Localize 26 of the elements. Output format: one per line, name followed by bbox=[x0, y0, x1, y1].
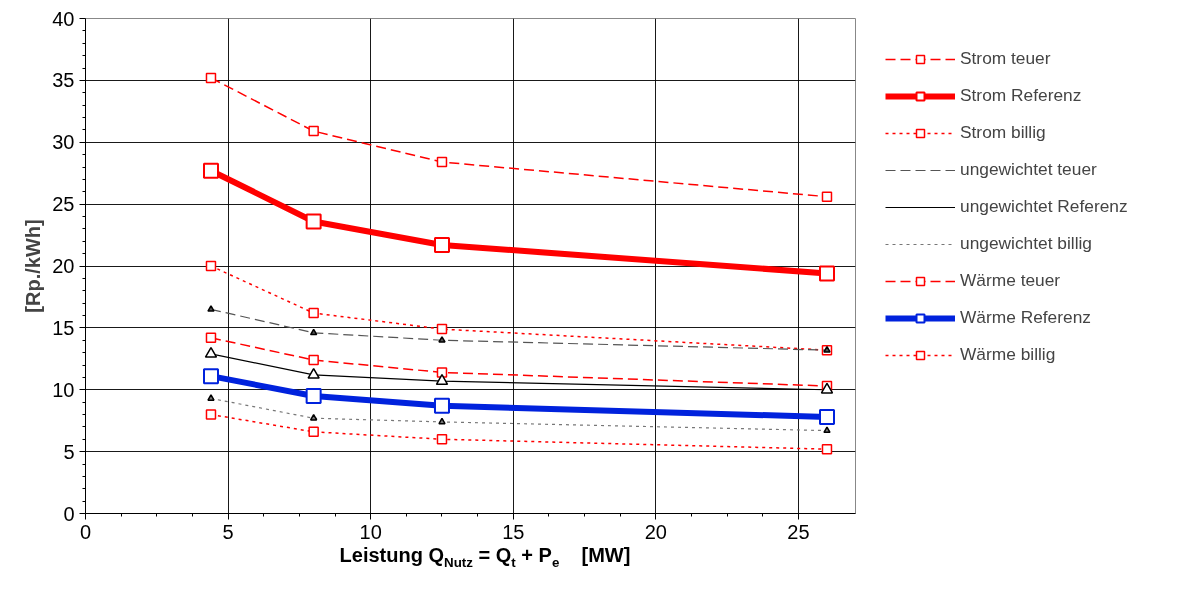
legend-label: Strom billig bbox=[960, 122, 1046, 143]
legend-label: Strom Referenz bbox=[960, 85, 1082, 106]
x-tick-label: 25 bbox=[787, 520, 810, 543]
x-tick-label: 10 bbox=[359, 520, 382, 543]
text: Leistung Q$_{Nutz}$ = Q$_{t}$ + P$_{e}$ [MW] bbox=[339, 544, 631, 570]
y-tick-label: 15 bbox=[52, 316, 75, 339]
x-tick-label: 15 bbox=[502, 520, 525, 543]
legend-label: Wärme teuer bbox=[960, 270, 1061, 291]
y-axis-title: [Rp./kWh] bbox=[22, 219, 45, 313]
y-tick-label: 10 bbox=[52, 378, 75, 401]
legend-label: ungewichtet teuer bbox=[960, 159, 1097, 180]
x-tick-label: 0 bbox=[79, 520, 92, 543]
legend-label: Wärme billig bbox=[960, 344, 1056, 365]
y-tick-label: 40 bbox=[52, 7, 75, 30]
legend-label: ungewichtet billig bbox=[960, 233, 1092, 254]
y-tick-label: 35 bbox=[52, 69, 75, 92]
y-tick-label: 25 bbox=[52, 193, 75, 216]
legend-label: Wärme Referenz bbox=[960, 307, 1091, 328]
x-tick-label: 5 bbox=[222, 520, 234, 543]
y-tick-label: 20 bbox=[52, 255, 75, 277]
y-tick-label: 30 bbox=[52, 131, 75, 154]
legend-label: Strom teuer bbox=[960, 48, 1051, 69]
x-tick-label: 20 bbox=[644, 520, 667, 543]
y-tick-label: 0 bbox=[63, 502, 75, 525]
y-tick-label: 5 bbox=[63, 440, 75, 463]
legend-label: ungewichtet Referenz bbox=[960, 196, 1128, 217]
